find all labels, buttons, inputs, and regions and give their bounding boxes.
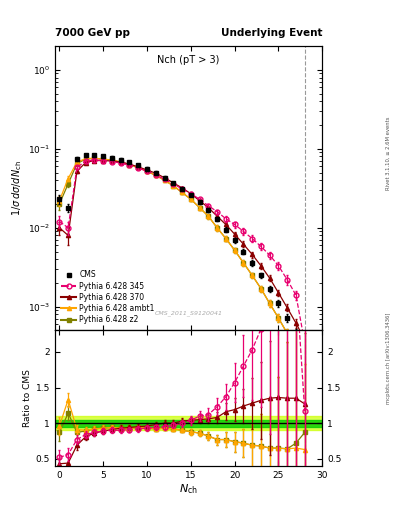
Text: mcplots.cern.ch [arXiv:1306.3436]: mcplots.cern.ch [arXiv:1306.3436] xyxy=(386,313,391,404)
Text: 7000 GeV pp: 7000 GeV pp xyxy=(55,28,130,38)
Legend: CMS, Pythia 6.428 345, Pythia 6.428 370, Pythia 6.428 ambt1, Pythia 6.428 z2: CMS, Pythia 6.428 345, Pythia 6.428 370,… xyxy=(59,268,157,327)
X-axis label: $N_\mathrm{ch}$: $N_\mathrm{ch}$ xyxy=(179,482,198,496)
Text: Underlying Event: Underlying Event xyxy=(221,28,322,38)
Text: Rivet 3.1.10, ≥ 2.6M events: Rivet 3.1.10, ≥ 2.6M events xyxy=(386,117,391,190)
Text: Nch (pT > 3): Nch (pT > 3) xyxy=(158,55,220,65)
Y-axis label: $1/\sigma\,d\sigma/dN_\mathrm{ch}$: $1/\sigma\,d\sigma/dN_\mathrm{ch}$ xyxy=(10,160,24,216)
Text: CMS_2011_S9120041: CMS_2011_S9120041 xyxy=(154,311,223,316)
Y-axis label: Ratio to CMS: Ratio to CMS xyxy=(23,369,31,427)
